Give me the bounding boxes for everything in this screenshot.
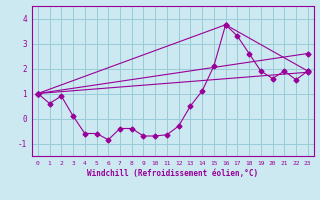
X-axis label: Windchill (Refroidissement éolien,°C): Windchill (Refroidissement éolien,°C): [87, 169, 258, 178]
